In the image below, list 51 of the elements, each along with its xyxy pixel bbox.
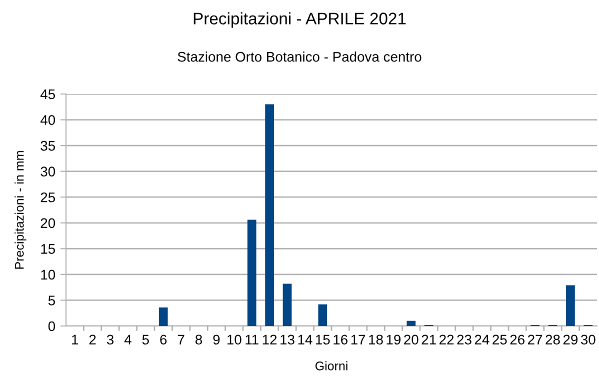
x-tick-label: 29 — [563, 334, 578, 345]
x-tick-label: 21 — [422, 334, 436, 344]
bar — [247, 220, 256, 326]
x-tick-label: 16 — [334, 334, 348, 345]
x-tick-label: 28 — [546, 334, 560, 345]
x-tick-label: 7 — [178, 334, 184, 344]
x-tick-label: 11 — [246, 334, 258, 344]
x-tick-label: 5 — [142, 334, 149, 345]
y-tick-label: 30 — [40, 166, 56, 177]
y-tick-label: 20 — [40, 218, 56, 228]
bar — [265, 104, 274, 326]
x-tick-label: 17 — [351, 334, 366, 344]
y-tick-label: 10 — [41, 270, 56, 280]
x-axis-title: Giorni — [315, 361, 348, 370]
y-tick-label: 0 — [48, 321, 56, 332]
x-tick-label: 6 — [160, 334, 167, 345]
bar — [406, 320, 416, 326]
bar — [318, 304, 328, 326]
bar — [282, 284, 292, 326]
chart-title: Precipitazioni - APRILE 2021 — [194, 12, 406, 28]
y-tick-label: 25 — [40, 192, 56, 202]
x-tick-label: 12 — [262, 334, 277, 344]
x-tick-label: 23 — [457, 334, 472, 345]
x-tick-label: 9 — [213, 334, 220, 345]
x-tick-label: 3 — [106, 334, 114, 345]
x-tick-label: 26 — [510, 334, 524, 345]
y-tick-label: 40 — [40, 115, 56, 125]
y-tick-label: 5 — [48, 296, 55, 306]
x-tick-label: 27 — [528, 334, 542, 344]
x-tick-label: 1 — [72, 334, 78, 344]
x-tick-label: 8 — [195, 334, 202, 345]
bar — [566, 285, 575, 326]
y-axis-title: Precipitazioni - in mm — [14, 151, 26, 269]
x-tick-label: 18 — [369, 334, 383, 345]
x-tick-label: 24 — [474, 334, 490, 344]
y-tick-label: 15 — [41, 244, 56, 254]
x-tick-label: 13 — [280, 334, 294, 345]
x-tick-label: 4 — [124, 334, 132, 344]
y-tick-label: 35 — [40, 140, 56, 151]
x-tick-label: 25 — [492, 334, 507, 345]
y-tick-label: 45 — [40, 89, 56, 100]
x-tick-label: 14 — [298, 334, 312, 344]
bar — [158, 307, 168, 326]
x-tick-label: 22 — [440, 334, 454, 344]
x-tick-label: 2 — [89, 334, 96, 344]
x-tick-label: 15 — [316, 334, 330, 345]
x-tick-label: 10 — [227, 334, 242, 345]
chart-subtitle: Stazione Orto Botanico - Padova centro — [178, 52, 422, 62]
x-tick-label: 30 — [580, 334, 596, 345]
x-tick-label: 19 — [386, 334, 401, 345]
x-tick-label: 20 — [404, 334, 418, 345]
